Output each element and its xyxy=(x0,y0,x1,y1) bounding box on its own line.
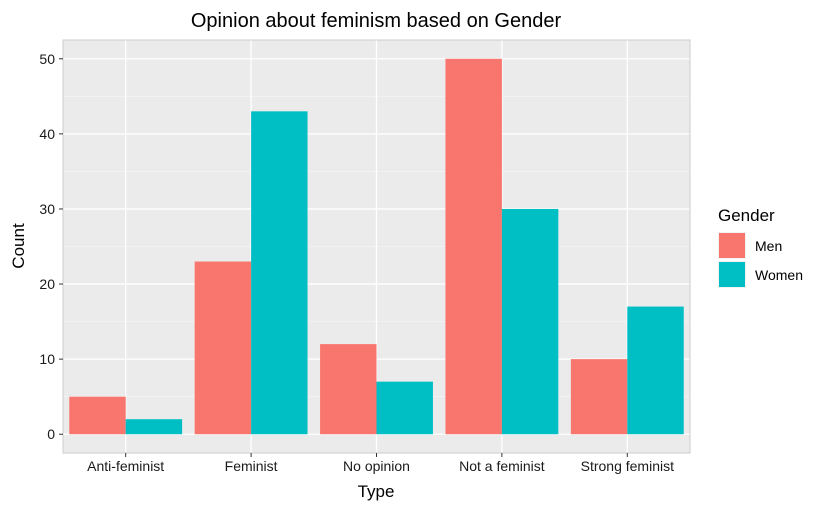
bars xyxy=(69,58,684,435)
legend: Gender Men Women xyxy=(718,206,803,288)
x-tick-label: Not a feminist xyxy=(459,458,545,474)
x-tick-label: Strong feminist xyxy=(581,458,674,474)
x-axis-title: Type xyxy=(358,482,395,501)
y-tick-label: 50 xyxy=(39,51,55,67)
bar-women-4 xyxy=(501,208,559,435)
legend-label-women: Women xyxy=(755,267,803,283)
y-axis-ticks: 0 10 20 30 40 50 xyxy=(39,51,63,442)
bar-men-5 xyxy=(570,359,628,435)
legend-title: Gender xyxy=(718,206,775,225)
y-tick-label: 0 xyxy=(47,426,55,442)
y-tick-label: 20 xyxy=(39,276,55,292)
bar-men-3 xyxy=(320,344,377,435)
y-tick-label: 30 xyxy=(39,201,55,217)
legend-swatch-women xyxy=(719,262,745,287)
bar-women-1 xyxy=(125,419,183,435)
bar-men-4 xyxy=(445,58,502,435)
x-axis-ticks: Anti-feminist Feminist No opinion Not a fem… xyxy=(87,453,674,474)
y-tick-label: 10 xyxy=(39,351,55,367)
bar-women-3 xyxy=(376,381,433,435)
x-tick-label: Anti-feminist xyxy=(87,458,164,474)
chart-title: Opinion about feminism based on Gender xyxy=(191,10,562,32)
y-axis-title: Count xyxy=(9,223,28,269)
legend-label-men: Men xyxy=(755,238,782,254)
bar-women-2 xyxy=(251,111,308,435)
x-tick-label: No opinion xyxy=(343,458,410,474)
bar-men-2 xyxy=(194,261,252,435)
bar-men-1 xyxy=(69,396,126,435)
y-tick-label: 40 xyxy=(39,126,55,142)
x-tick-label: Feminist xyxy=(225,458,278,474)
bar-women-5 xyxy=(627,306,684,435)
legend-swatch-men xyxy=(719,233,745,258)
